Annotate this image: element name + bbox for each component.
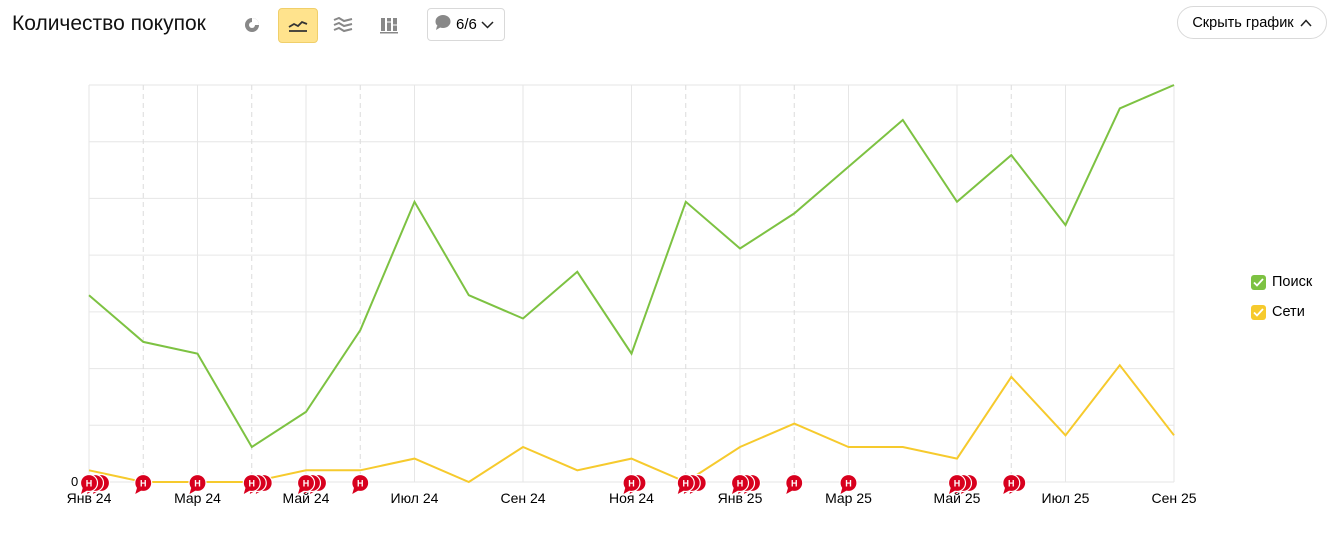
svg-text:Н: Н bbox=[791, 479, 798, 489]
svg-text:Н: Н bbox=[1008, 479, 1015, 489]
annotation-marker[interactable]: Н bbox=[785, 473, 804, 495]
svg-text:Н: Н bbox=[845, 479, 852, 489]
svg-text:Н: Н bbox=[628, 479, 635, 489]
hide-chart-label: Скрыть график bbox=[1192, 14, 1294, 31]
legend-checkbox-search[interactable] bbox=[1251, 274, 1266, 290]
annotations-filter-dropdown[interactable]: 6/6 bbox=[427, 8, 505, 41]
svg-text:Н: Н bbox=[249, 479, 256, 489]
x-tick-label: Мар 24 bbox=[174, 490, 221, 506]
annotation-marker[interactable]: Н bbox=[351, 473, 370, 495]
line-chart-icon bbox=[288, 19, 308, 33]
legend-checkbox-networks[interactable] bbox=[1251, 304, 1266, 320]
annotation-marker[interactable]: Н bbox=[242, 473, 261, 495]
comment-icon bbox=[434, 14, 452, 35]
legend-item-search[interactable]: Поиск bbox=[1251, 272, 1312, 292]
x-tick-label: Ноя 24 bbox=[609, 490, 654, 506]
annotation-marker[interactable]: Н bbox=[296, 473, 316, 495]
chart-header: Количество покупок bbox=[0, 0, 1340, 50]
legend-label-search: Поиск bbox=[1272, 274, 1313, 290]
x-tick-label: Янв 25 bbox=[718, 490, 763, 506]
x-tick-label: Янв 24 bbox=[67, 490, 112, 506]
x-tick-label: Сен 25 bbox=[1151, 490, 1196, 506]
svg-text:Н: Н bbox=[303, 479, 310, 489]
x-tick-label: Май 24 bbox=[283, 490, 330, 506]
check-icon bbox=[1253, 307, 1264, 317]
area-chart-icon bbox=[333, 17, 353, 33]
annotation-marker[interactable]: Н bbox=[134, 473, 153, 495]
bar-chart-icon bbox=[380, 16, 398, 34]
x-tick-label: Сен 24 bbox=[500, 490, 545, 506]
annotation-marker[interactable]: Н bbox=[676, 473, 695, 495]
annotation-marker[interactable]: Н bbox=[622, 473, 641, 495]
svg-text:Н: Н bbox=[737, 479, 744, 489]
y-tick-label: 0 bbox=[71, 474, 78, 489]
x-tick-label: Июл 25 bbox=[1042, 490, 1090, 506]
annotation-marker[interactable]: Н bbox=[730, 473, 750, 495]
bar-chart-button[interactable] bbox=[370, 8, 408, 42]
check-icon bbox=[1253, 277, 1264, 287]
annotation-marker[interactable]: Н bbox=[79, 473, 99, 495]
annotation-marker[interactable]: Н bbox=[1002, 473, 1021, 495]
chevron-up-icon bbox=[1300, 15, 1312, 31]
annotation-marker[interactable]: Н bbox=[188, 473, 207, 495]
x-tick-label: Май 25 bbox=[934, 490, 981, 506]
series-line-search bbox=[88, 84, 1175, 449]
svg-text:Н: Н bbox=[86, 479, 93, 489]
hide-chart-button[interactable]: Скрыть график bbox=[1177, 6, 1327, 39]
area-chart-button[interactable] bbox=[324, 8, 362, 42]
line-chart-button[interactable] bbox=[278, 8, 318, 43]
annotation-marker[interactable]: Н bbox=[947, 473, 967, 495]
annotation-marker[interactable]: Н bbox=[839, 473, 858, 495]
legend-item-networks[interactable]: Сети bbox=[1251, 302, 1312, 322]
svg-text:Н: Н bbox=[357, 479, 364, 489]
x-tick-label: Мар 25 bbox=[825, 490, 872, 506]
x-tick-label: Июл 24 bbox=[391, 490, 439, 506]
svg-text:Н: Н bbox=[954, 479, 961, 489]
svg-text:Н: Н bbox=[683, 479, 690, 489]
svg-text:Н: Н bbox=[140, 479, 147, 489]
chevron-down-icon bbox=[481, 16, 494, 33]
pie-chart-button[interactable] bbox=[233, 8, 271, 42]
chart-legend: Поиск Сети bbox=[1251, 272, 1312, 332]
chart-title: Количество покупок bbox=[12, 12, 206, 35]
annotations-filter-value: 6/6 bbox=[456, 16, 477, 33]
svg-text:Н: Н bbox=[194, 479, 201, 489]
pie-chart-icon bbox=[243, 16, 261, 34]
legend-label-networks: Сети bbox=[1272, 304, 1305, 320]
